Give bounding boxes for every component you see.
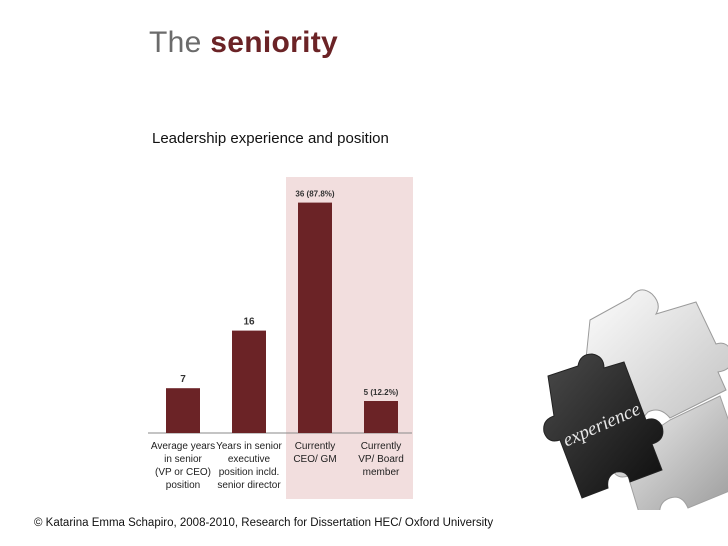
page-title: The seniority [149,26,338,60]
data-label-1: 7 [180,374,186,385]
data-label-4: 5 (12.2%) [364,388,399,397]
data-label-2: 16 [243,317,255,328]
title-main: The [149,26,202,59]
data-label-3: 36 (87.8%) [295,190,334,199]
category-label-line: Years in senior [216,441,282,452]
category-label-3: Currently CEO/ GM [277,440,353,466]
category-label-line: member [362,467,400,478]
bar-2 [232,330,266,433]
category-label-4: Currently VP/ Board member [343,440,419,479]
category-label-line: Currently [360,441,402,452]
title-accent: seniority [210,26,338,59]
category-label-line: position incld. [218,467,280,478]
puzzle-piece-dark [543,353,664,499]
category-label-2: Years in senior executive position incld. s… [211,440,287,492]
category-label-line: Currently [294,441,336,452]
puzzle-pieces-icon: experience [543,289,728,510]
bar-1 [166,388,200,433]
chart-title: Leadership experience and position [152,130,389,147]
category-label-1: Average years in senior (VP or CEO) positio… [145,440,221,492]
footer-copyright: © Katarina Emma Schapiro, 2008-2010, Res… [34,517,494,529]
category-label-line: in senior [164,454,202,465]
category-label-line: position [165,480,201,491]
category-label-line: Average years [150,441,216,452]
category-label-line: VP/ Board [358,454,404,465]
bar-4 [364,401,398,433]
category-label-line: CEO/ GM [293,454,337,465]
category-label-line: (VP or CEO) [155,467,211,478]
category-label-line: executive [227,454,271,465]
category-label-line: senior director [217,480,281,491]
bar-3 [298,202,332,433]
